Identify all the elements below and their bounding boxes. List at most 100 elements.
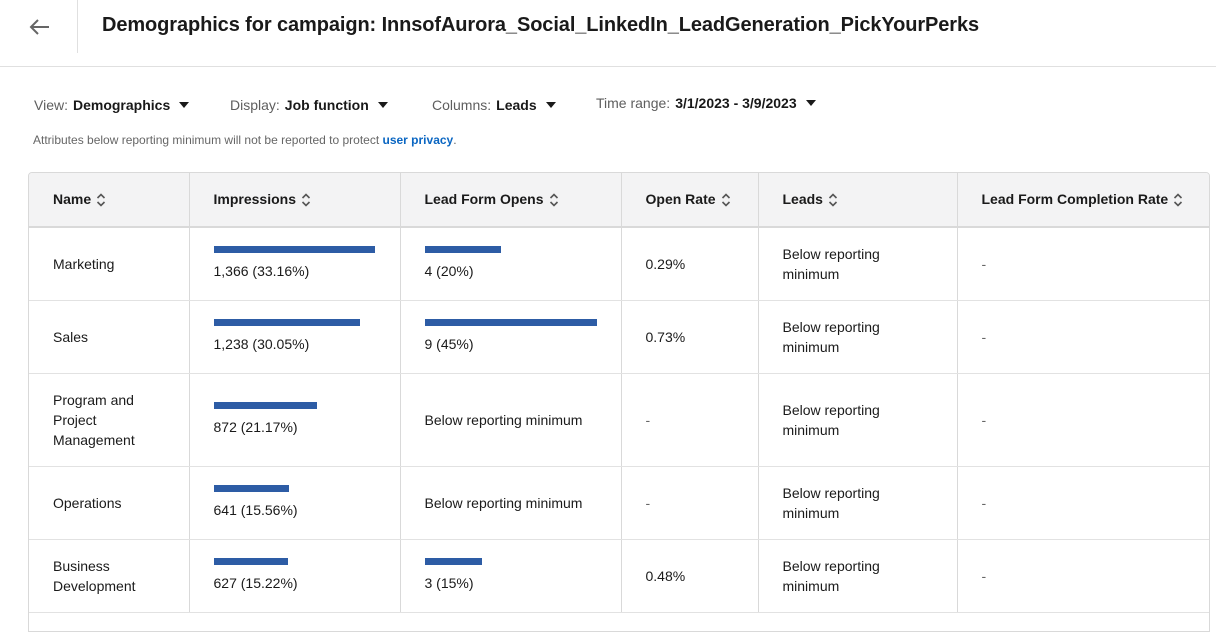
lead-form-opens-cell-value: 4 (20%) [424,263,474,280]
lead-form-opens-cell-bar [424,319,597,326]
user-privacy-link[interactable]: user privacy [382,133,454,147]
open-rate-cell-text: 0.48% [645,567,686,584]
completion-rate-cell: - [957,466,1209,540]
name-cell: Operations [29,466,190,540]
column-header-label: Open Rate [645,191,716,208]
impressions-cell: 1,366 (33.16%) [189,227,401,301]
columns-value: Leads [496,97,537,113]
name-cell: Program and Project Management [29,373,190,467]
name-cell-text: Business Development [53,557,136,594]
column-header-label: Name [53,191,92,208]
column-header-label: Impressions [213,191,296,208]
lead-form-opens-cell-bar [424,558,482,565]
table-row[interactable]: Program and Project Management 872 (21.17… [29,373,1209,467]
column-header-label: Lead Form Opens [424,191,544,208]
columns-label: Columns: [432,97,492,113]
column-header-lead-form-opens[interactable]: Lead Form Opens [400,173,622,228]
column-header-leads[interactable]: Leads [758,173,958,228]
impressions-cell-bar [213,319,360,326]
name-cell-text: Operations [53,494,122,511]
filter-bar: View: Demographics Display: Job function… [34,94,1184,116]
sort-icon[interactable] [828,192,838,208]
impressions-cell-value: 1,238 (30.05%) [213,336,310,352]
lead-form-opens-cell-value: 3 (15%) [424,575,474,591]
display-value: Job function [284,97,369,113]
completion-rate-cell-text: - [981,328,987,345]
column-header-lead-form-completion-rate[interactable]: Lead Form Completion Rate [957,173,1209,228]
name-cell-text: Sales [53,328,89,345]
name-cell-text: Marketing [53,255,115,272]
leads-cell: Below reporting minimum [758,466,958,540]
completion-rate-cell-text: - [981,567,987,584]
impressions-cell-value: 872 (21.17%) [213,419,298,435]
completion-rate-cell-text: - [981,494,987,511]
open-rate-cell-text: - [645,494,651,511]
open-rate-cell-text: 0.73% [645,328,686,345]
leads-cell: Below reporting minimum [758,539,958,613]
demographics-table: Name Impressions Lead Form Opens Open Rate L… [28,172,1210,632]
privacy-notice-text: Attributes below reporting minimum will … [33,133,383,147]
name-cell: Sales [29,300,190,374]
completion-rate-cell: - [957,539,1209,613]
impressions-cell-bar [213,402,317,409]
leads-cell: Below reporting minimum [758,300,958,374]
open-rate-cell: - [621,466,759,540]
time-range-value: 3/1/2023 - 3/9/2023 [675,95,797,111]
display-dropdown[interactable]: Display: Job function [230,94,388,116]
completion-rate-cell-text: - [981,255,987,272]
view-value: Demographics [72,97,171,113]
table-body: Marketing 1,366 (33.16%) 4 (20%) 0.29% Below… [29,227,1209,613]
table-row[interactable]: Business Development 627 (15.22%) 3 (15%) 0… [29,539,1209,613]
privacy-notice-suffix: . [453,133,457,147]
table-row[interactable]: Marketing 1,366 (33.16%) 4 (20%) 0.29% Below… [29,227,1209,301]
view-label: View: [34,97,68,113]
impressions-cell: 872 (21.17%) [189,373,401,467]
display-label: Display: [230,97,280,113]
lead-form-opens-cell-bar [424,246,501,254]
column-header-open-rate[interactable]: Open Rate [621,173,759,228]
leads-cell: Below reporting minimum [758,373,958,467]
lead-form-opens-cell: 3 (15%) [400,539,622,613]
lead-form-opens-cell: 9 (45%) [400,300,622,374]
table-row[interactable]: Operations 641 (15.56%) Below reporting mi… [29,466,1209,540]
impressions-cell-value: 641 (15.56%) [213,502,298,518]
leads-cell: Below reporting minimum [758,227,958,301]
time-range-dropdown[interactable]: Time range: 3/1/2023 - 3/9/2023 [596,92,816,114]
open-rate-cell: 0.48% [621,539,759,613]
columns-dropdown[interactable]: Columns: Leads [432,94,556,116]
lead-form-opens-cell-value: Below reporting minimum [424,494,583,511]
leads-cell-text: Below reporting minimum [782,318,880,355]
sort-icon[interactable] [1173,192,1183,208]
open-rate-cell: 0.29% [621,227,759,301]
completion-rate-cell: - [957,227,1209,301]
privacy-notice: Attributes below reporting minimum will … [33,133,457,147]
completion-rate-cell: - [957,300,1209,374]
sort-icon[interactable] [721,192,731,208]
impressions-cell-value: 1,366 (33.16%) [213,263,310,280]
leads-cell-text: Below reporting minimum [782,484,880,521]
table-row[interactable]: Sales 1,238 (30.05%) 9 (45%) 0.73% Below rep… [29,300,1209,374]
lead-form-opens-cell: 4 (20%) [400,227,622,301]
caret-down-icon [377,102,388,108]
open-rate-cell-text: - [645,411,651,428]
back-button[interactable] [0,0,78,53]
sort-icon[interactable] [96,192,106,208]
name-cell-text: Program and Project Management [53,391,135,448]
table-header-row: Name Impressions Lead Form Opens Open Rate L… [29,173,1209,228]
arrow-left-icon [29,18,49,35]
lead-form-opens-cell-value: Below reporting minimum [424,411,583,428]
lead-form-opens-cell: Below reporting minimum [400,466,622,540]
sort-icon[interactable] [301,192,311,208]
column-header-label: Lead Form Completion Rate [981,191,1169,208]
completion-rate-cell: - [957,373,1209,467]
column-header-name[interactable]: Name [29,173,190,228]
sort-icon[interactable] [549,192,559,208]
page-header: Demographics for campaign: InnsofAurora_… [0,0,1216,67]
column-header-label: Leads [782,191,823,208]
impressions-cell-bar [213,558,288,565]
lead-form-opens-cell: Below reporting minimum [400,373,622,467]
leads-cell-text: Below reporting minimum [782,245,880,282]
view-dropdown[interactable]: View: Demographics [34,94,190,116]
column-header-impressions[interactable]: Impressions [189,173,401,228]
page-title: Demographics for campaign: InnsofAurora_… [102,14,980,36]
